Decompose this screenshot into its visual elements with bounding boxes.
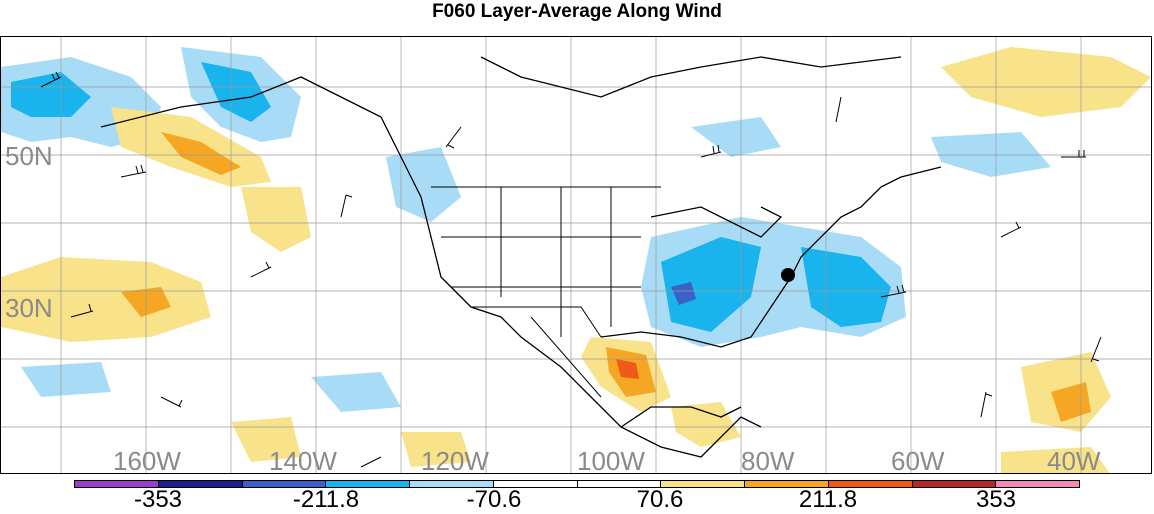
negative-anomaly-core	[11, 72, 91, 117]
positive-anomaly-region	[671, 402, 741, 447]
political-borders	[431, 186, 661, 398]
lon-label-60w: 60W	[891, 446, 945, 474]
colorbar-label: -353	[133, 486, 183, 513]
negative-anomaly-deep	[671, 282, 696, 305]
colorbar-label: 353	[975, 486, 1017, 513]
negative-anomaly-core	[801, 247, 891, 327]
negative-anomaly-region	[21, 362, 111, 397]
positive-anomaly-region	[231, 417, 301, 462]
anomaly-fields	[1, 47, 1151, 473]
positive-anomaly-region	[241, 187, 311, 252]
colorbar-swatch	[75, 481, 158, 487]
lon-label-160w: 160W	[113, 446, 181, 474]
colorbar-swatch	[325, 481, 409, 487]
negative-anomaly-region	[691, 117, 781, 157]
map-title: F060 Layer-Average Along Wind	[432, 1, 722, 22]
lon-label-100w: 100W	[577, 446, 645, 474]
lat-label-30n: 30N	[5, 293, 53, 323]
colorbar	[74, 480, 1080, 488]
colorbar-label: 70.6	[636, 486, 684, 513]
lon-label-120w: 120W	[421, 446, 489, 474]
positive-anomaly-peak	[616, 359, 639, 379]
colorbar-swatch	[492, 481, 577, 487]
colorbar-swatch	[241, 481, 326, 487]
lon-label-40w: 40W	[1047, 446, 1101, 474]
coastlines	[100, 56, 942, 458]
location-marker	[781, 268, 795, 282]
wind-barbs	[40, 71, 1102, 468]
map-panel: 50N 30N 160W 140W 120W 100W 80W 60W 40W	[0, 36, 1152, 474]
negative-anomaly-core	[201, 62, 271, 122]
colorbar-swatch	[409, 481, 493, 487]
colorbar-label: 211.8	[798, 486, 858, 513]
colorbar-label: -70.6	[466, 486, 522, 513]
colorbar-swatch	[576, 481, 661, 487]
lon-label-80w: 80W	[741, 446, 795, 474]
colorbar-swatch	[911, 481, 996, 487]
colorbar-label: -211.8	[292, 486, 360, 513]
colorbar-swatch	[827, 481, 912, 487]
positive-anomaly-region	[1, 257, 211, 342]
negative-anomaly-region	[311, 372, 401, 412]
negative-anomaly-region	[386, 147, 461, 222]
lat-label-50n: 50N	[5, 141, 53, 171]
lon-label-140w: 140W	[269, 446, 337, 474]
positive-anomaly-core	[161, 132, 241, 175]
colorbar-swatch	[995, 481, 1079, 487]
positive-anomaly-region	[1001, 447, 1110, 473]
colorbar-swatch	[157, 481, 242, 487]
positive-anomaly-region	[401, 432, 471, 467]
negative-anomaly-core	[661, 237, 761, 332]
positive-anomaly-region	[941, 47, 1151, 117]
colorbar-swatch	[660, 481, 744, 487]
colorbar-swatch	[744, 481, 828, 487]
graticule	[1, 37, 1151, 473]
map-canvas	[1, 37, 1151, 473]
negative-anomaly-region	[931, 132, 1051, 177]
